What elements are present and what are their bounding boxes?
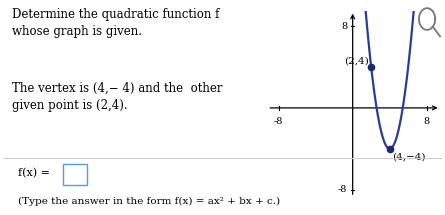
Text: 8: 8 — [424, 117, 430, 126]
Text: (Type the answer in the form f(x) = ax² + bx + c.): (Type the answer in the form f(x) = ax² … — [17, 197, 279, 206]
Text: -8: -8 — [338, 185, 347, 194]
Text: 8: 8 — [341, 22, 347, 31]
Text: f(x) =: f(x) = — [17, 168, 49, 179]
Text: (4,−4): (4,−4) — [392, 153, 425, 162]
Text: The vertex is (4,− 4) and the  other
given point is (2,4).: The vertex is (4,− 4) and the other give… — [12, 82, 222, 112]
Text: Determine the quadratic function f
whose graph is given.: Determine the quadratic function f whose… — [12, 8, 219, 38]
Text: -8: -8 — [274, 117, 283, 126]
Text: (2,4): (2,4) — [344, 57, 369, 66]
Bar — [63, 164, 87, 185]
